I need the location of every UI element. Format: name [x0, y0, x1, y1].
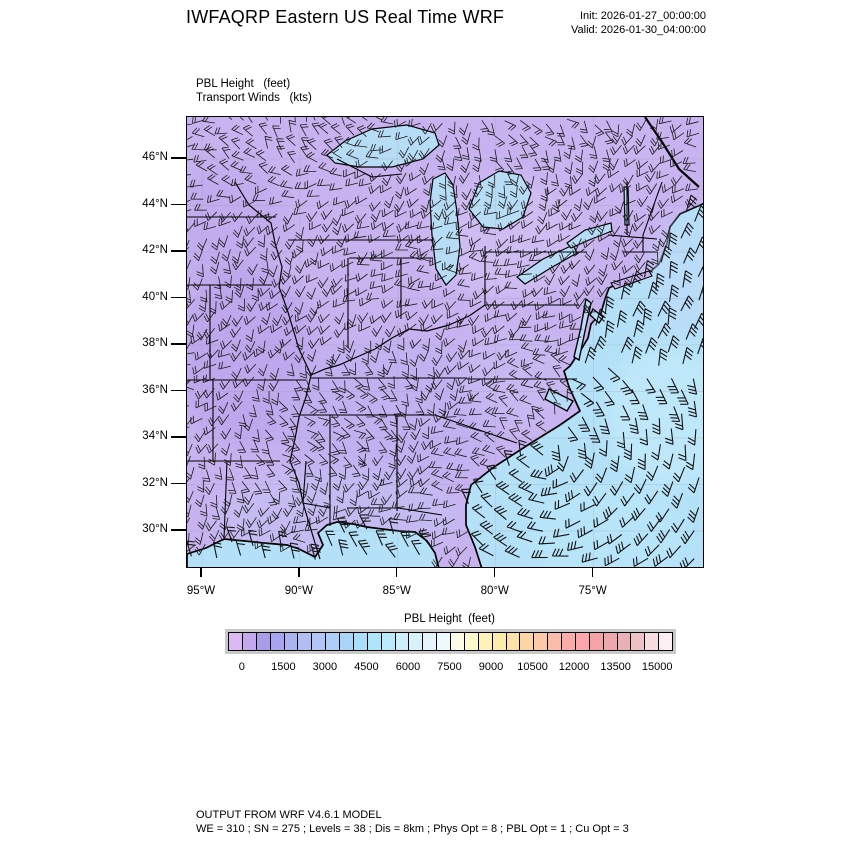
- colorbar-tick-label: 13500: [600, 661, 631, 673]
- lat-tick-label: 42°N: [142, 244, 168, 256]
- lon-tick-label: 90°W: [284, 585, 314, 597]
- lat-tick-label: 46°N: [142, 151, 168, 163]
- colorbar-cell: [451, 633, 465, 650]
- colorbar-tick-label: 12000: [558, 661, 590, 673]
- colorbar-cell: [548, 633, 562, 650]
- lat-tick-mark: [171, 482, 186, 485]
- lat-tick-label: 36°N: [142, 383, 168, 396]
- lat-tick-mark: [171, 343, 186, 345]
- coastal-bays: [544, 297, 604, 412]
- colorbar-tick-label: 10500: [517, 661, 548, 673]
- colorbar-cell: [409, 633, 424, 650]
- lon-tick-label: 85°W: [382, 585, 411, 597]
- field-label-pbl-height: PBL Height (feet): [196, 78, 291, 90]
- rivers: [234, 181, 486, 560]
- footer-notes: OUTPUT FROM WRF V4.6.1 MODEL WE = 310 ; …: [196, 809, 629, 836]
- colorbar-tick-label: 7500: [437, 661, 462, 673]
- footer-config-line: WE = 310 ; SN = 275 ; Levels = 38 ; Dis …: [196, 822, 629, 835]
- colorbar-cell: [423, 633, 438, 650]
- colorbar-cell: [242, 633, 257, 650]
- lat-tick-mark: [171, 296, 186, 299]
- colorbar-cell: [229, 633, 243, 650]
- colorbar-tick-label: 6000: [395, 661, 421, 673]
- colorbar-cell: [312, 633, 327, 650]
- lon-tick-mark: [494, 568, 496, 577]
- field-label-transport-winds: Transport Winds (kts): [196, 92, 312, 104]
- colorbar-cell: [381, 633, 396, 650]
- lon-tick-mark: [591, 568, 594, 577]
- lon-tick-mark: [298, 568, 300, 577]
- colorbar-cell: [589, 633, 604, 650]
- colorbar-tick-label: 9000: [478, 661, 504, 673]
- colorbar-cell: [395, 633, 410, 650]
- map-canvas: [186, 116, 704, 568]
- colorbar-cell: [353, 633, 368, 650]
- lat-tick-label: 30°N: [142, 523, 168, 535]
- lon-tick-label: 80°W: [480, 585, 509, 597]
- lat-tick-label: 32°N: [142, 476, 168, 489]
- lat-tick-mark: [171, 203, 186, 206]
- lat-tick-mark: [171, 436, 186, 438]
- run-times: Init: 2026-01-27_00:00:00 Valid: 2026-01…: [571, 10, 706, 37]
- colorbar: [228, 632, 673, 651]
- colorbar-cell: [367, 633, 382, 650]
- lon-tick-label: 75°W: [578, 585, 607, 597]
- colorbar-cell: [603, 633, 618, 650]
- lon-tick-label: 95°W: [186, 585, 216, 597]
- colorbar-cell: [659, 633, 672, 650]
- lat-tick-mark: [171, 250, 186, 252]
- colorbar-cell: [298, 633, 313, 650]
- lat-tick-label: 34°N: [142, 430, 168, 442]
- lat-tick-label: 38°N: [142, 337, 168, 349]
- lon-tick-mark: [200, 568, 202, 577]
- lat-tick-mark: [171, 389, 186, 392]
- colorbar-cell: [492, 633, 507, 650]
- colorbar-cell: [437, 633, 451, 650]
- colorbar-tick-label: 0: [238, 661, 245, 673]
- colorbar-cell: [645, 633, 660, 650]
- init-time: Init: 2026-01-27_00:00:00: [580, 10, 706, 22]
- colorbar-cell: [617, 633, 632, 650]
- colorbar-tick-label: 4500: [354, 661, 379, 673]
- lat-tick-label: 44°N: [142, 197, 168, 210]
- colorbar-cell: [464, 633, 479, 650]
- valid-time: Valid: 2026-01-30_04:00:00: [571, 23, 706, 36]
- wind-barbs-ocean: [187, 194, 703, 567]
- colorbar-cell: [534, 633, 549, 650]
- lat-tick-label: 40°N: [142, 290, 168, 303]
- colorbar-cell: [256, 633, 271, 650]
- colorbar-title: PBL Height (feet): [404, 613, 495, 625]
- colorbar-tick-label: 15000: [641, 661, 673, 673]
- colorbar-cell: [575, 633, 590, 650]
- colorbar-cell: [270, 633, 285, 650]
- colorbar-cell: [520, 633, 535, 650]
- colorbar-cell: [631, 633, 646, 650]
- footer-model-line: OUTPUT FROM WRF V4.6.1 MODEL: [196, 809, 382, 821]
- colorbar-cell: [506, 633, 521, 650]
- colorbar-cell: [340, 633, 354, 650]
- colorbar-tick-label: 3000: [312, 661, 338, 673]
- wind-barbs-land: [187, 117, 700, 567]
- lon-tick-mark: [396, 568, 398, 577]
- colorbar-cell: [326, 633, 340, 650]
- lat-tick-mark: [171, 157, 186, 159]
- colorbar-tick-label: 1500: [271, 661, 296, 673]
- lat-tick-mark: [171, 529, 186, 531]
- colorbar-cell: [478, 633, 493, 650]
- colorbar-cell: [284, 633, 299, 650]
- plot-title: IWFAQRP Eastern US Real Time WRF: [186, 7, 505, 27]
- colorbar-cell: [562, 633, 576, 650]
- graticule: [187, 117, 703, 567]
